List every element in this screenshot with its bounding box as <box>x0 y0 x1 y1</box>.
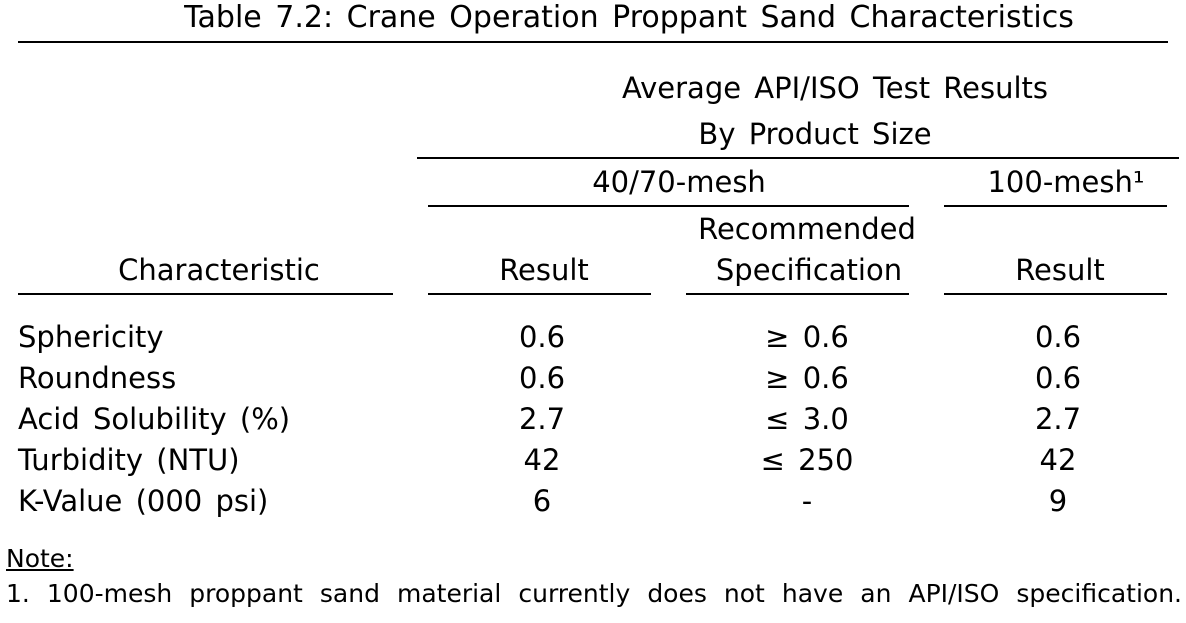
rule <box>428 205 909 207</box>
group-title: Average API/ISO Test Results <box>621 71 1049 105</box>
column-header: Specification <box>715 253 903 287</box>
cell: 42 <box>1039 443 1077 477</box>
row-label: Acid Solubility (%) <box>18 402 291 436</box>
cell: 0.6 <box>1034 361 1082 395</box>
row-label: K-Value (000 psi) <box>18 484 269 518</box>
column-header: Result <box>1015 253 1105 287</box>
cell: ≥ 0.6 <box>765 320 849 354</box>
column-header: Characteristic <box>118 253 320 287</box>
note-label: Note: <box>6 544 74 573</box>
size-header: 100-mesh¹ <box>987 165 1145 199</box>
row-label: Roundness <box>18 361 177 395</box>
cell: 0.6 <box>1034 320 1082 354</box>
rule <box>944 205 1167 207</box>
cell: 42 <box>523 443 561 477</box>
cell: 0.6 <box>518 361 566 395</box>
cell: 2.7 <box>1034 402 1082 436</box>
cell: ≤ 250 <box>760 443 854 477</box>
row-label: Sphericity <box>18 320 164 354</box>
cell: 0.6 <box>518 320 566 354</box>
cell: 6 <box>532 484 552 518</box>
column-header: Result <box>499 253 589 287</box>
table-title: Table 7.2: Crane Operation Proppant Sand… <box>184 0 1074 35</box>
rule <box>417 157 1179 159</box>
cell: 9 <box>1048 484 1068 518</box>
cell: - <box>801 484 813 518</box>
cell: 2.7 <box>518 402 566 436</box>
cell: ≥ 0.6 <box>765 361 849 395</box>
cell: ≤ 3.0 <box>765 402 849 436</box>
rule <box>428 293 651 295</box>
rule <box>944 293 1167 295</box>
rule <box>18 293 393 295</box>
group-title: By Product Size <box>698 117 932 151</box>
size-header: 40/70-mesh <box>592 165 766 199</box>
row-label: Turbidity (NTU) <box>18 443 240 477</box>
note-text: 1. 100-mesh proppant sand material curre… <box>6 579 1182 608</box>
rule <box>686 293 909 295</box>
column-header: Recommended <box>698 212 916 246</box>
rule <box>18 41 1168 43</box>
